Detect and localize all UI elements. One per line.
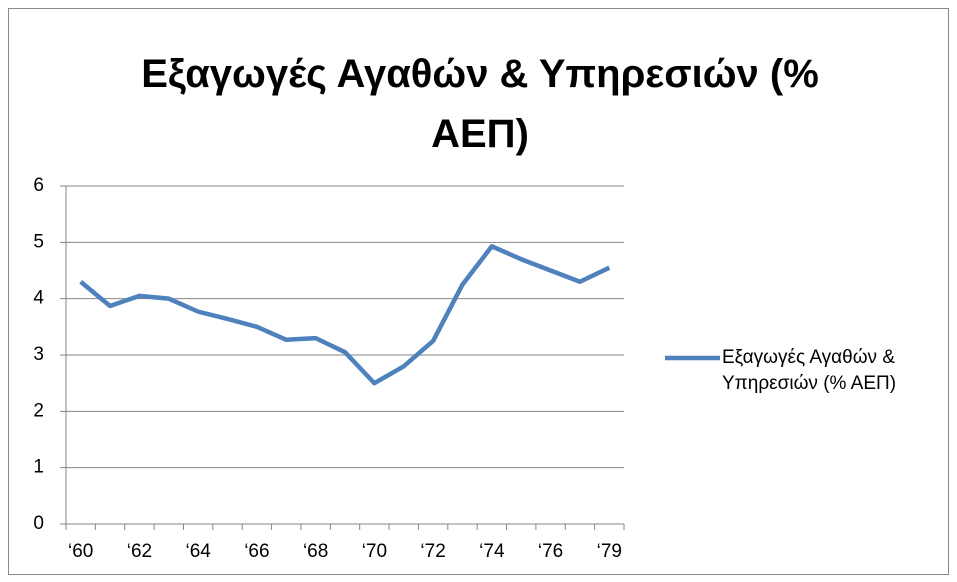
- x-tick-label: ‘70: [362, 541, 387, 562]
- x-tick-label: ‘60: [68, 541, 93, 562]
- x-tick-label: ‘74: [479, 541, 505, 562]
- y-tick-label: 3: [33, 344, 44, 365]
- x-tick-label: ‘62: [127, 541, 152, 562]
- x-tick-label: ‘79: [597, 541, 622, 562]
- x-tick-label: ‘72: [420, 541, 445, 562]
- x-tick-label: ‘64: [185, 541, 211, 562]
- chart-title: Εξαγωγές Αγαθών & Υπηρεσιών (% ΑΕΠ): [141, 52, 819, 156]
- chart-border: [8, 8, 949, 575]
- x-tick-label: ‘68: [303, 541, 328, 562]
- x-tick-label: ‘76: [538, 541, 563, 562]
- y-tick-label: 1: [33, 457, 44, 478]
- y-tick-label: 5: [33, 231, 44, 252]
- data-line: [79, 244, 611, 386]
- y-tick-label: 4: [33, 288, 44, 309]
- legend-label: Εξαγωγές Αγαθών & Υπηρεσιών (% ΑΕΠ): [722, 347, 897, 394]
- y-tick-label: 2: [33, 400, 44, 421]
- x-tick-label: ‘66: [244, 541, 269, 562]
- y-tick-label: 0: [33, 513, 44, 534]
- y-tick-label: 6: [33, 175, 44, 196]
